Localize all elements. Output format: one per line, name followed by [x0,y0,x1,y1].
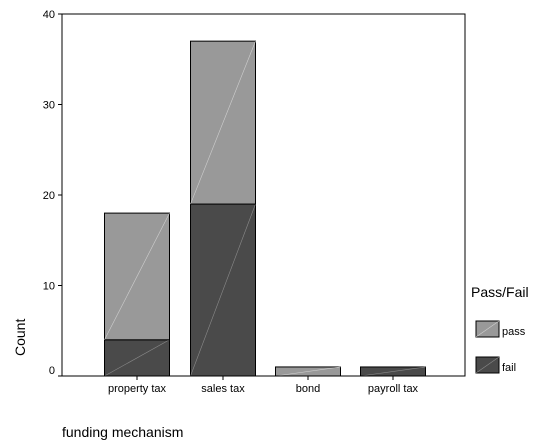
legend: Pass/Fail pass fail [471,284,529,374]
legend-swatch-pass-sheen [475,320,500,338]
y-tick-label-20: 20 [43,190,55,202]
bar-sheen-bond-pass [275,366,341,377]
y-tick-label-10: 10 [43,281,55,293]
legend-item-fail: fail [475,356,516,374]
legend-label-fail: fail [502,362,516,374]
x-tick-label-bond: bond [296,383,320,395]
legend-swatch-fail-sheen [475,356,500,374]
bar-sheen-payroll-tax-fail [360,366,426,377]
y-axis-title: Count [12,319,28,356]
y-tick-label-0: 0 [49,365,55,377]
x-tick-label-property-tax: property tax [108,383,167,395]
legend-label-pass: pass [502,326,526,338]
x-tick-label-payroll-tax: payroll tax [368,383,419,395]
bar-sheen-property-tax-fail [104,339,170,377]
legend-title: Pass/Fail [471,284,529,300]
bar-sheen-sales-tax-pass [190,41,256,205]
bars-layer [104,40,426,377]
x-axis-title: funding mechanism [62,424,183,440]
bar-sheen-sales-tax-fail [190,203,256,377]
y-tick-label-40: 40 [43,9,55,21]
bar-sheen-property-tax-pass [104,212,170,340]
y-tick-label-30: 30 [43,100,55,112]
x-axis-ticks: property tax sales tax bond payroll tax [108,376,419,395]
legend-item-pass: pass [475,320,526,338]
x-tick-label-sales-tax: sales tax [201,383,245,395]
y-axis-ticks: 0 10 20 30 40 [43,9,62,377]
